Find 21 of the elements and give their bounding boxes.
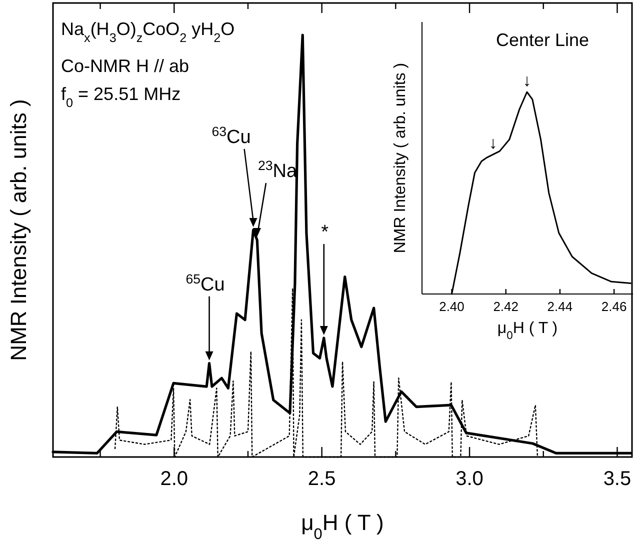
annotation: ↓ [488,134,498,153]
x-tick-label: 2.5 [308,468,336,490]
x-tick-label: 3.5 [603,468,632,490]
x-tick-label: 3.0 [456,468,484,490]
chart-title: Center Line [496,30,590,50]
text: Na$_{x}$(H$_{3}$O)$_{z}$CoO$_{2}$ yH$_{2}$O [61,19,235,45]
x-tick-label: 2.0 [160,468,188,490]
x-axis-title: μ$_{0}$H ( T ) [497,320,558,342]
annotation: Co-NMR H // ab [61,56,190,76]
annotation: $^{63}$Cu [212,123,251,148]
x-tick-label: 2.40 [439,299,464,314]
annotation: f$_{0}$ = 25.51 MHz [61,84,181,110]
x-axis-title: μ$_{0}$H ( T ) [301,510,384,541]
x-tick-label: 2.46 [601,299,627,314]
annotation: $^{65}$Cu [186,270,225,296]
y-axis-title: NMR Intensity ( arb. units ) [392,62,409,254]
x-tick-label: 2.42 [493,299,519,314]
y-axis-title: NMR Intensity ( arb. units ) [6,99,31,361]
annotation: ↓ [522,71,532,90]
x-tick-label: 2.44 [547,299,573,314]
annotation: * [321,222,330,243]
